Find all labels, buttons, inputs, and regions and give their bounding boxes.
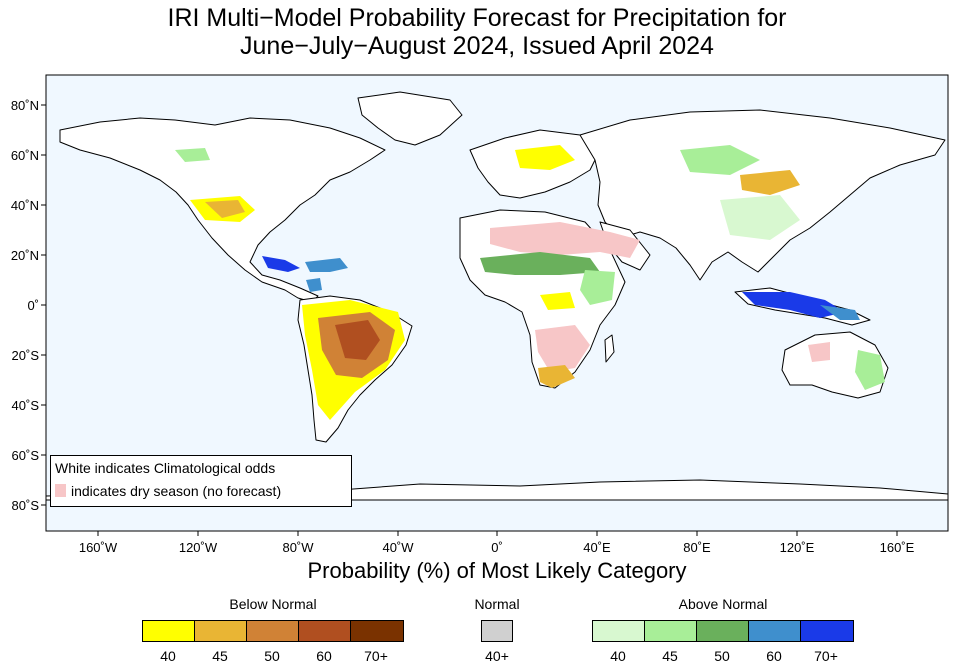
above-tick: 45	[662, 648, 678, 664]
climatology-note: White indicates Climatological odds indi…	[50, 455, 352, 507]
below-swatch-70	[350, 620, 404, 642]
normal-label: Normal	[474, 596, 520, 612]
normal-swatch	[481, 620, 513, 642]
above-swatch-40	[592, 620, 645, 642]
below-tick: 50	[264, 648, 280, 664]
below-swatch-50	[246, 620, 299, 642]
lon-label: 120˚E	[780, 540, 815, 555]
legend-title: Probability (%) of Most Likely Category	[307, 558, 687, 583]
above-indonesia	[742, 292, 845, 318]
above-swatch-70	[800, 620, 854, 642]
lat-label: 0˚	[27, 298, 39, 313]
lat-label: 40˚S	[12, 398, 40, 413]
dry-season-note-text: indicates dry season (no forecast)	[71, 483, 282, 499]
below-tick: 60	[316, 648, 332, 664]
dry-southern-africa	[535, 325, 590, 372]
above-swatch-50	[696, 620, 749, 642]
below-europe	[515, 145, 575, 170]
lat-label: 80˚S	[12, 498, 40, 513]
above-tick: 70+	[814, 648, 838, 664]
below-normal-regions	[190, 145, 800, 420]
below-tick: 40	[160, 648, 176, 664]
below-swatch-40	[142, 620, 195, 642]
lon-labels: 160˚W 120˚W 80˚W 40˚W 0˚ 40˚E 80˚E 120˚E…	[79, 540, 915, 555]
below-swatch-60	[298, 620, 351, 642]
below-asia	[740, 170, 800, 195]
above-indonesia-edge	[820, 305, 860, 320]
above-colombia	[306, 278, 322, 292]
below-normal-label: Below Normal	[229, 596, 317, 612]
lat-label: 60˚N	[11, 148, 39, 163]
madagascar	[604, 334, 615, 363]
lat-label: 20˚N	[11, 248, 39, 263]
below-southern-africa	[538, 365, 575, 388]
dry-sahara	[490, 222, 640, 258]
normal-tick: 40+	[485, 648, 509, 664]
title-line-2: June−July−August 2024, Issued April 2024	[240, 32, 714, 60]
dry-season-swatch	[55, 484, 66, 497]
below-mexico-core	[205, 200, 245, 218]
dry-australia	[808, 342, 830, 362]
title-line-1: IRI Multi−Model Probability Forecast for…	[167, 4, 787, 32]
above-tick: 50	[714, 648, 730, 664]
above-tick: 60	[766, 648, 782, 664]
lat-label: 60˚S	[12, 448, 40, 463]
above-caribbean	[262, 256, 300, 272]
above-east-africa	[580, 270, 615, 305]
above-swatch-60	[748, 620, 801, 642]
lon-label: 80˚E	[683, 540, 711, 555]
below-swatch-45	[194, 620, 247, 642]
lon-label: 120˚W	[179, 540, 218, 555]
axis-ticks	[41, 104, 898, 536]
above-china	[720, 195, 800, 240]
above-normal-regions	[175, 145, 885, 390]
above-australia	[855, 350, 885, 390]
climatology-note-text: White indicates Climatological odds	[55, 460, 276, 476]
lat-labels: 80˚N 60˚N 40˚N 20˚N 0˚ 20˚S 40˚S 60˚S 80…	[11, 98, 40, 513]
lat-label: 20˚S	[12, 348, 40, 363]
below-tick: 45	[212, 648, 228, 664]
above-siberia	[680, 145, 760, 175]
lon-label: 80˚W	[282, 540, 314, 555]
above-tick: 40	[610, 648, 626, 664]
above-sahel	[480, 252, 600, 275]
lon-label: 0˚	[491, 540, 503, 555]
dry-season-regions	[490, 222, 830, 372]
lon-label: 40˚W	[382, 540, 414, 555]
lon-label: 160˚W	[79, 540, 118, 555]
above-normal-label: Above Normal	[678, 596, 768, 612]
above-alaska	[175, 148, 210, 162]
above-swatch-45	[644, 620, 697, 642]
above-central-america	[305, 258, 348, 272]
lon-label: 160˚E	[880, 540, 915, 555]
lat-label: 80˚N	[11, 98, 39, 113]
below-amazon-core	[335, 320, 380, 360]
greenland	[357, 91, 463, 146]
lat-label: 40˚N	[11, 198, 39, 213]
lon-label: 40˚E	[583, 540, 611, 555]
below-tick: 70+	[364, 648, 388, 664]
below-africa-gulf	[540, 292, 575, 310]
